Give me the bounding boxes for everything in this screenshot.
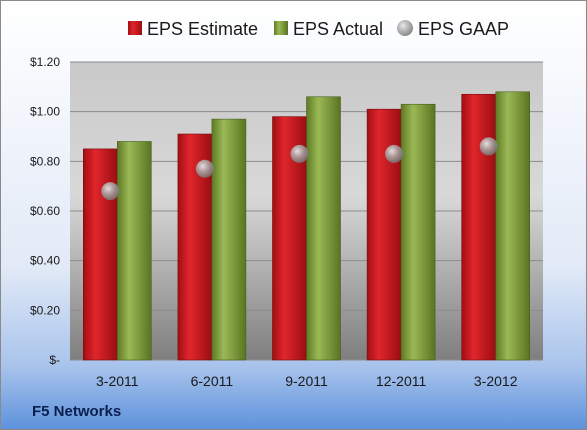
bar-eps-estimate [83,148,118,361]
y-axis-ticks: $- $0.20 $0.40 $0.60 $0.80 $1.00 $1.20 [30,55,60,367]
bars [83,91,531,361]
bar-eps-estimate [461,93,497,361]
y-tick-label: $1.20 [30,55,60,69]
legend-swatch-estimate [128,21,142,35]
point-eps-gaap [479,137,498,156]
x-axis-ticks: 3-2011 6-2011 9-2011 12-2011 3-2012 [96,373,518,389]
bar-eps-actual [211,118,247,361]
point-eps-gaap [385,144,404,163]
gaap-markers [101,137,498,201]
legend-swatch-actual [274,21,288,35]
y-tick-label: $1.00 [30,105,60,119]
x-tick-label: 6-2011 [191,373,234,389]
legend-swatch-gaap [397,20,413,36]
y-tick-label: $- [49,353,60,367]
x-tick-label: 12-2011 [376,373,427,389]
legend-item-gaap: EPS GAAP [397,19,509,39]
legend: EPS Estimate EPS Actual EPS GAAP [128,19,509,39]
legend-label-gaap: EPS GAAP [418,19,509,39]
company-name: F5 Networks [32,403,121,420]
bar-eps-actual [306,96,341,361]
bar-eps-actual [495,91,531,361]
x-tick-label: 9-2011 [285,373,328,389]
y-tick-label: $0.60 [30,204,60,218]
x-tick-label: 3-2012 [474,373,518,389]
legend-label-estimate: EPS Estimate [147,19,258,39]
legend-item-estimate: EPS Estimate [128,19,258,39]
x-tick-label: 3-2011 [96,373,139,389]
point-eps-gaap [290,144,309,163]
point-eps-gaap [195,159,214,178]
y-tick-label: $0.20 [30,303,60,317]
legend-label-actual: EPS Actual [293,19,383,39]
y-tick-label: $0.40 [30,254,60,268]
legend-item-actual: EPS Actual [274,19,383,39]
y-tick-label: $0.80 [30,154,60,168]
bar-eps-actual [400,103,436,361]
bar-eps-actual [117,141,152,361]
point-eps-gaap [101,182,120,201]
